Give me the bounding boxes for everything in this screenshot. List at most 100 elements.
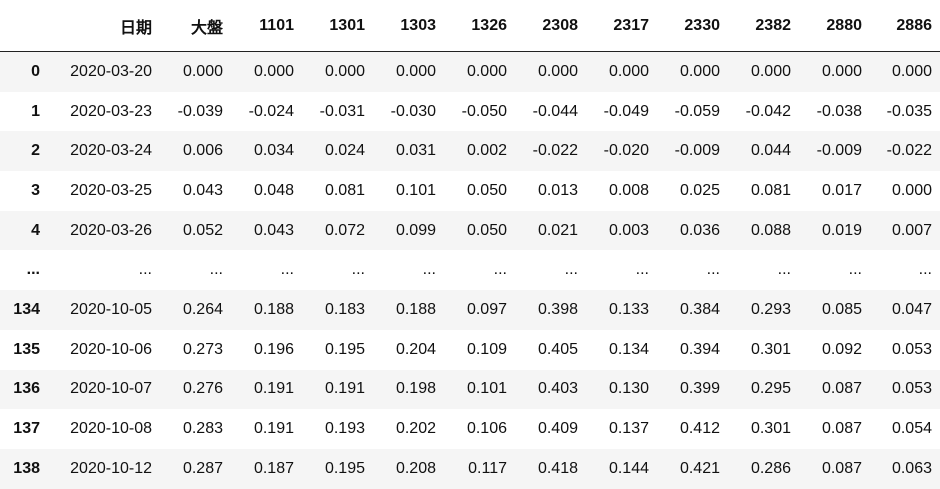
table-cell: 0.208 [395, 459, 436, 477]
table-cell: ... [280, 261, 294, 279]
table-cell: 0.264 [182, 300, 223, 318]
table-cell: 0.130 [608, 380, 649, 398]
table-cell: ... [918, 261, 932, 279]
table-cell: ... [493, 261, 507, 279]
table-cell: ... [138, 261, 152, 279]
table-cell: 0.000 [253, 62, 294, 80]
table-cell: 0.000 [395, 62, 436, 80]
table-cell: 0.384 [679, 300, 720, 318]
table-cell: 0.287 [182, 459, 223, 477]
table-cell: -0.059 [674, 102, 720, 120]
table-cell: -0.022 [886, 142, 932, 160]
table-cell: 0.092 [821, 340, 862, 358]
table-cell: 0.204 [395, 340, 436, 358]
table-header: 日期 大盤 1101 1301 1303 1326 2308 2317 2330 2382 2880… [0, 0, 940, 52]
table-cell: 0.085 [821, 300, 862, 318]
table-cell: 0.099 [395, 221, 436, 239]
table-cell: 0.405 [537, 340, 578, 358]
table-cell: 0.421 [679, 459, 720, 477]
table-cell: 2020-03-20 [70, 62, 152, 80]
table-cell: 0.087 [821, 420, 862, 438]
table-cell: 0.133 [608, 300, 649, 318]
table-cell: 0.019 [821, 221, 862, 239]
table-cell: -0.009 [674, 142, 720, 160]
table-cell: 0.137 [608, 420, 649, 438]
table-cell: 0.000 [891, 181, 932, 199]
table-cell: -0.035 [886, 102, 932, 120]
table-cell: 0.081 [324, 181, 365, 199]
column-header: 2886 [870, 0, 940, 52]
table-cell: 2020-03-24 [70, 142, 152, 160]
table-cell: 0.301 [750, 340, 791, 358]
header-row: 日期 大盤 1101 1301 1303 1326 2308 2317 2330 2382 2880… [0, 0, 940, 52]
table-row: 134 2020-10-05 0.264 0.188 0.183 0.188 0.097 0.… [0, 290, 940, 330]
row-index: 0 [31, 62, 40, 80]
table-cell: 0.183 [324, 300, 365, 318]
index-header [0, 0, 48, 52]
table-row: 1 2020-03-23 -0.039 -0.024 -0.031 -0.030 -0.05… [0, 92, 940, 132]
table-cell: 0.399 [679, 380, 720, 398]
column-header: 1301 [302, 0, 373, 52]
row-index: 136 [13, 380, 40, 398]
table-cell: 0.193 [324, 420, 365, 438]
table-cell: 0.047 [891, 300, 932, 318]
table-cell: -0.009 [816, 142, 862, 160]
table-cell: 2020-03-25 [70, 181, 152, 199]
table-cell: 0.101 [466, 380, 507, 398]
table-cell: 0.191 [253, 420, 294, 438]
table-cell: 0.054 [891, 420, 932, 438]
table-cell: -0.038 [816, 102, 862, 120]
table-row: 137 2020-10-08 0.283 0.191 0.193 0.202 0.106 0.… [0, 409, 940, 449]
table-cell: 0.000 [324, 62, 365, 80]
table-cell: 0.295 [750, 380, 791, 398]
table-cell: 0.109 [466, 340, 507, 358]
table-cell: 0.044 [750, 142, 791, 160]
table-cell: 0.048 [253, 181, 294, 199]
table-cell: -0.042 [745, 102, 791, 120]
table-cell: 0.117 [468, 459, 507, 477]
table-cell: 0.043 [253, 221, 294, 239]
column-header: 2382 [728, 0, 799, 52]
table-cell: 0.398 [537, 300, 578, 318]
table-cell: 0.024 [324, 142, 365, 160]
table-cell: 0.409 [537, 420, 578, 438]
table-cell: 0.007 [891, 221, 932, 239]
table-cell: 0.191 [324, 380, 365, 398]
table-cell: 0.188 [395, 300, 436, 318]
table-row: 4 2020-03-26 0.052 0.043 0.072 0.099 0.050 0.02… [0, 210, 940, 251]
table-cell: 0.013 [537, 181, 578, 199]
table-cell: 0.006 [182, 142, 223, 160]
table-cell: ... [635, 261, 649, 279]
table-cell: 0.043 [182, 181, 223, 199]
table-cell: -0.022 [532, 142, 578, 160]
table-cell: 0.403 [537, 380, 578, 398]
table-cell: 0.053 [891, 340, 932, 358]
table-cell: 0.087 [821, 459, 862, 477]
table-cell: 0.002 [466, 142, 507, 160]
table-cell: -0.044 [532, 102, 578, 120]
row-index: 1 [31, 102, 40, 120]
table-cell: 0.195 [324, 340, 365, 358]
column-header: 2317 [586, 0, 657, 52]
table-cell: 0.198 [395, 380, 436, 398]
column-header: 1326 [444, 0, 515, 52]
table-cell: 0.052 [182, 221, 223, 239]
column-header: 2880 [799, 0, 870, 52]
table-row: 2 2020-03-24 0.006 0.034 0.024 0.031 0.002 -0.0… [0, 131, 940, 172]
table-cell: -0.031 [319, 102, 365, 120]
table-cell: 2020-10-05 [70, 300, 152, 318]
table-cell: 0.050 [466, 181, 507, 199]
column-header: 大盤 [160, 0, 231, 52]
row-index: 134 [13, 300, 40, 318]
table-cell: 0.000 [182, 62, 223, 80]
table-cell: 2020-10-06 [70, 340, 152, 358]
table-cell: 0.034 [253, 142, 294, 160]
column-header: 日期 [48, 0, 160, 52]
table-cell: ... [777, 261, 791, 279]
table-cell: 0.000 [679, 62, 720, 80]
row-index: 4 [31, 221, 40, 239]
table-cell: 2020-10-08 [70, 420, 152, 438]
table-cell: -0.050 [461, 102, 507, 120]
